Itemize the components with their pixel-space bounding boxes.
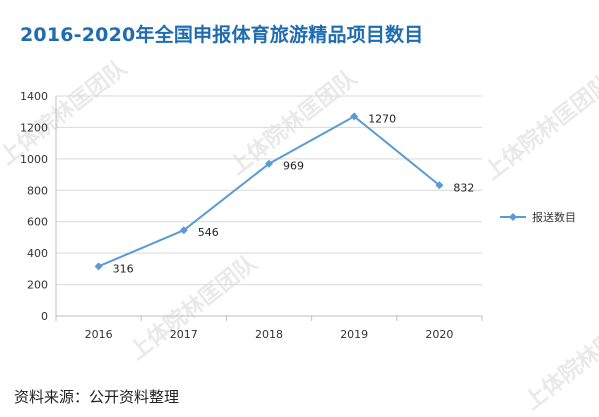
source-note: 资料来源：公开资料整理 — [14, 388, 180, 406]
data-point — [179, 226, 188, 235]
data-label: 546 — [198, 226, 219, 239]
series-line — [98, 115, 441, 268]
chart-title: 2016-2020年全国申报体育旅游精品项目数目 — [20, 24, 424, 46]
data-point — [435, 181, 444, 190]
y-tick-label: 1000 — [20, 153, 48, 166]
y-tick-label: 800 — [27, 184, 48, 197]
data-point — [265, 159, 273, 168]
data-point — [350, 112, 359, 121]
legend-label: 报送数目 — [532, 210, 576, 224]
y-tick-label: 600 — [27, 216, 48, 229]
y-tick-label: 1200 — [20, 121, 48, 134]
y-tick-label: 0 — [41, 310, 48, 323]
x-tick-label: 2019 — [340, 328, 368, 341]
data-label: 969 — [283, 160, 304, 173]
data-label: 832 — [453, 181, 474, 194]
legend-marker — [509, 213, 517, 221]
x-tick-label: 2018 — [255, 328, 283, 341]
data-point — [94, 262, 103, 271]
data-label: 316 — [113, 262, 134, 275]
x-tick-label: 2016 — [85, 328, 113, 341]
data-label: 1270 — [368, 112, 396, 125]
y-tick-label: 200 — [27, 279, 48, 292]
x-tick-label: 2020 — [425, 328, 453, 341]
y-tick-label: 1400 — [20, 90, 48, 103]
x-tick-label: 2017 — [170, 328, 198, 341]
y-tick-label: 400 — [27, 247, 48, 260]
